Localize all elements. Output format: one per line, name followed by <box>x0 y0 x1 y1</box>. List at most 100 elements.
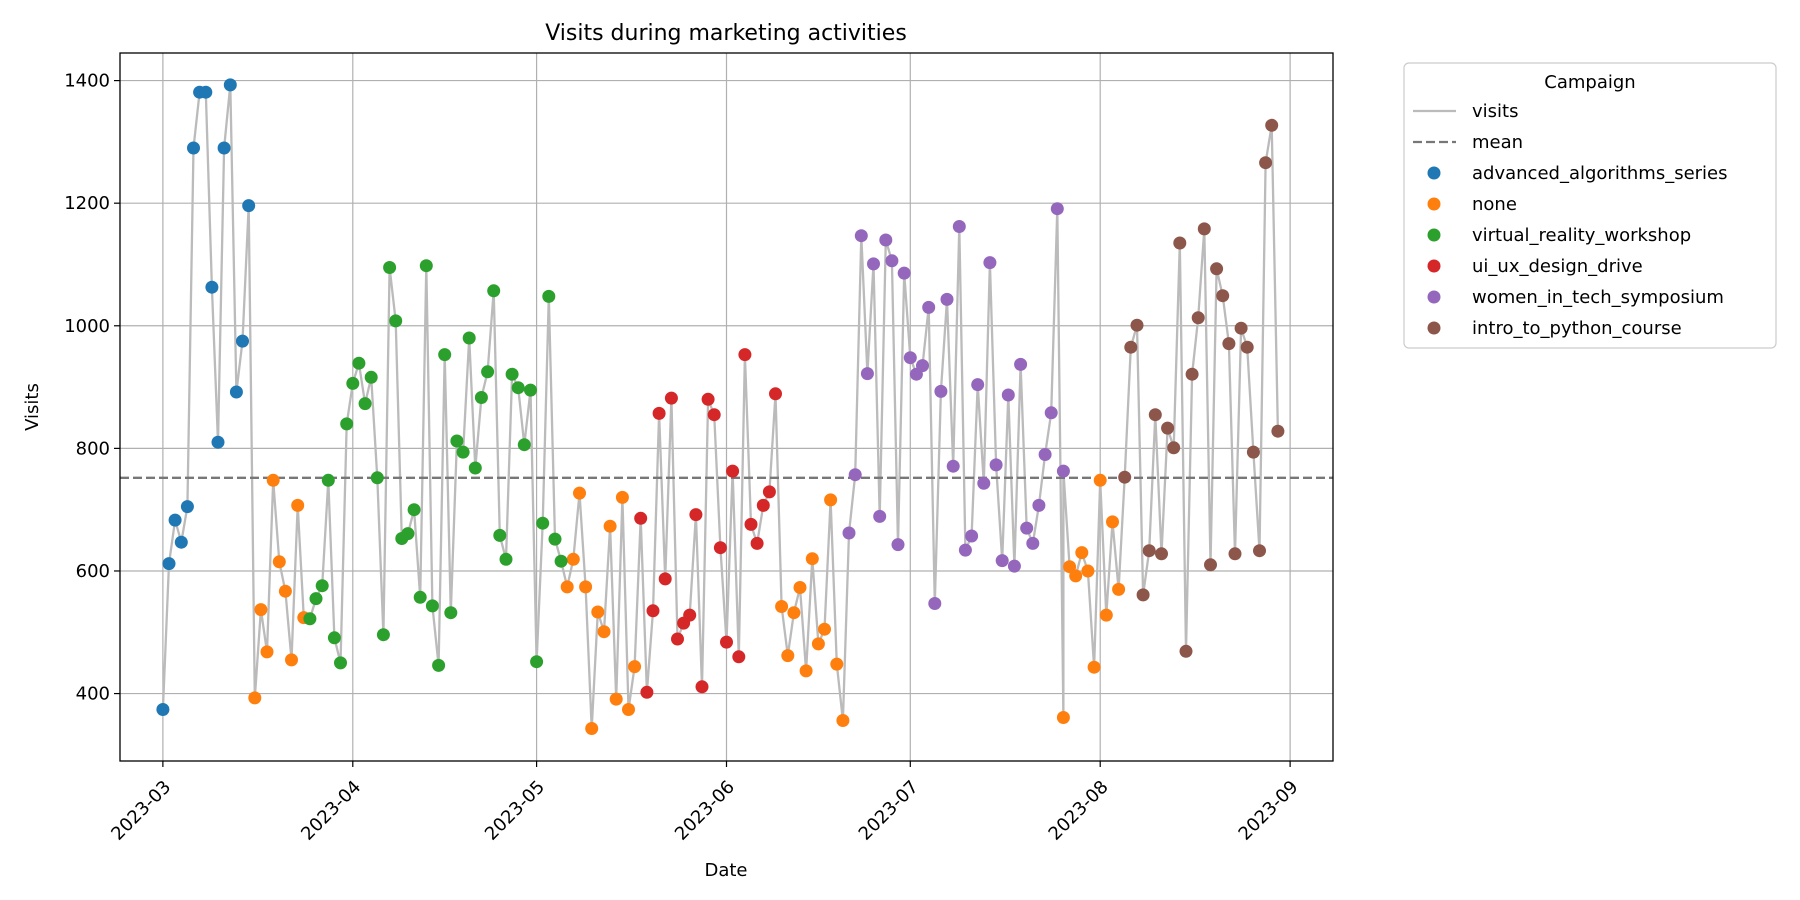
data-point <box>726 464 740 478</box>
legend-label: visits <box>1472 101 1518 122</box>
data-point <box>242 199 256 213</box>
data-point <box>854 229 868 243</box>
data-point <box>346 376 360 390</box>
data-point <box>946 459 960 473</box>
data-point <box>536 516 550 530</box>
data-point <box>560 580 574 594</box>
data-point <box>1173 236 1187 250</box>
data-point <box>1014 357 1028 371</box>
legend-label: none <box>1472 194 1517 215</box>
data-point <box>591 605 605 619</box>
data-point <box>1007 559 1021 573</box>
data-point <box>517 438 531 452</box>
data-point <box>713 541 727 555</box>
data-point <box>1228 547 1242 561</box>
data-point <box>658 572 672 586</box>
data-point <box>444 606 458 620</box>
data-point <box>983 256 997 270</box>
x-tick-label: 2023-03 <box>107 777 175 845</box>
data-point <box>199 85 213 99</box>
chart-title: Visits during marketing activities <box>545 21 907 46</box>
data-point <box>664 391 678 405</box>
data-point <box>1271 424 1285 438</box>
data-point <box>922 300 936 314</box>
legend-label: virtual_reality_workshop <box>1472 225 1691 246</box>
data-point <box>407 503 421 517</box>
data-point <box>278 584 292 598</box>
data-point <box>689 508 703 522</box>
data-point <box>260 645 274 659</box>
data-point <box>1050 202 1064 216</box>
data-point <box>977 476 991 490</box>
data-point <box>897 266 911 280</box>
data-point <box>493 528 507 542</box>
data-point <box>505 367 519 381</box>
data-point <box>928 597 942 610</box>
data-point <box>842 526 856 540</box>
data-point <box>873 509 887 523</box>
data-point <box>811 637 825 651</box>
data-point <box>738 348 752 362</box>
data-point <box>622 703 635 716</box>
visits-line <box>161 83 1280 730</box>
legend-entries: visits mean advanced_algorithms_seriesnone… <box>1413 101 1728 339</box>
data-point <box>1246 445 1260 459</box>
data-point <box>291 498 305 512</box>
data-point <box>180 500 194 514</box>
data-point <box>364 370 378 384</box>
data-point <box>615 490 629 504</box>
data-point <box>769 387 782 401</box>
data-point <box>419 259 433 273</box>
data-point <box>652 406 666 420</box>
legend-label: ui_ux_design_drive <box>1472 256 1643 277</box>
data-point <box>438 348 452 362</box>
data-point <box>1118 470 1132 484</box>
data-point <box>511 381 525 395</box>
legend-label: women_in_tech_symposium <box>1472 287 1724 308</box>
data-point <box>775 600 789 613</box>
data-point <box>266 473 280 487</box>
legend-marker-swatch <box>1427 166 1441 180</box>
data-point <box>720 635 733 649</box>
data-point <box>450 434 464 448</box>
data-point <box>1081 564 1095 578</box>
data-point <box>530 655 544 669</box>
data-point <box>554 554 568 568</box>
y-tick-label: 400 <box>76 684 110 705</box>
data-point <box>952 220 966 233</box>
x-tick-label: 2023-09 <box>1235 777 1303 845</box>
x-tick-label: 2023-07 <box>855 777 923 845</box>
series-virtual-reality-workshop <box>303 259 568 672</box>
data-point <box>1124 340 1138 354</box>
data-point <box>236 334 249 348</box>
data-point <box>836 714 850 727</box>
data-point <box>462 331 476 345</box>
data-point <box>309 592 323 606</box>
data-point <box>848 468 862 482</box>
data-point <box>1197 222 1211 236</box>
data-point <box>1167 441 1181 455</box>
data-point <box>1069 569 1083 583</box>
data-point <box>1148 408 1162 422</box>
data-point <box>456 445 470 459</box>
legend-label: intro_to_python_course <box>1472 318 1682 339</box>
data-point <box>879 233 893 247</box>
data-point <box>383 261 397 274</box>
x-axis-label: Date <box>704 860 747 881</box>
data-point <box>229 385 243 399</box>
data-point <box>1259 156 1273 170</box>
data-point <box>315 579 329 593</box>
data-point <box>1191 311 1205 325</box>
data-point <box>217 141 231 155</box>
series-advanced-algorithms-series <box>156 78 256 716</box>
data-point <box>1142 544 1156 558</box>
data-point <box>248 691 262 705</box>
data-point <box>1001 388 1015 402</box>
data-point <box>1038 448 1052 461</box>
legend-label: mean <box>1472 132 1523 153</box>
data-point <box>334 656 347 670</box>
data-point <box>1087 660 1101 674</box>
data-point <box>1106 515 1119 529</box>
data-point <box>1216 289 1230 303</box>
data-point <box>940 292 954 306</box>
